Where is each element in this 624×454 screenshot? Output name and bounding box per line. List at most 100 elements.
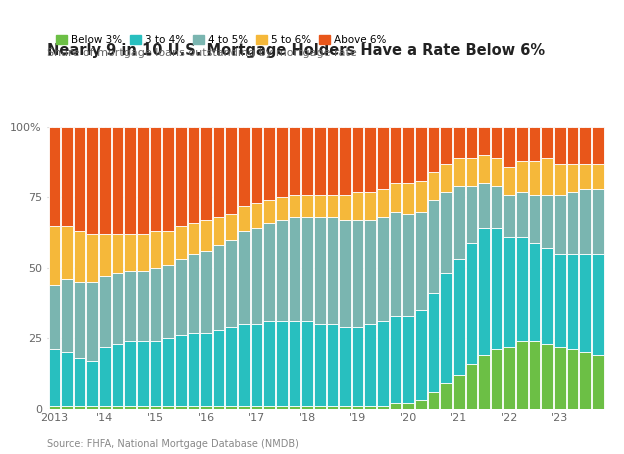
Bar [339,327,351,406]
Bar [529,161,540,195]
Bar [49,350,60,406]
Bar [339,220,351,327]
Bar [188,223,199,254]
Bar [301,321,313,406]
Bar [326,195,338,217]
Bar [415,400,427,409]
Bar [441,164,452,192]
Bar [99,347,110,406]
Bar [554,164,565,195]
Bar [99,234,110,276]
Bar [339,406,351,409]
Bar [150,406,161,409]
Bar [491,158,502,186]
Bar [390,183,401,212]
Bar [225,327,237,406]
Bar [175,127,187,226]
Bar [567,127,578,164]
Bar [61,352,73,406]
Bar [504,195,515,237]
Bar [188,333,199,406]
Bar [276,127,288,197]
Bar [504,237,515,347]
Bar [504,167,515,195]
Bar [542,127,553,158]
Bar [238,324,250,406]
Bar [491,186,502,228]
Bar [87,406,98,409]
Bar [326,406,338,409]
Bar [150,231,161,268]
Bar [162,231,174,265]
Bar [542,248,553,344]
Bar [188,406,199,409]
Bar [567,164,578,192]
Bar [289,127,300,195]
Bar [554,195,565,254]
Legend: Below 3%, 3 to 4%, 4 to 5%, 5 to 6%, Above 6%: Below 3%, 3 to 4%, 4 to 5%, 5 to 6%, Abo… [52,31,391,49]
Bar [200,220,212,251]
Bar [529,341,540,409]
Bar [200,333,212,406]
Bar [453,259,464,375]
Bar [314,217,326,324]
Bar [592,189,603,254]
Bar [579,164,591,189]
Bar [415,127,427,181]
Bar [441,127,452,164]
Bar [175,259,187,336]
Bar [390,403,401,409]
Bar [162,406,174,409]
Bar [529,242,540,341]
Bar [213,406,225,409]
Bar [87,234,98,282]
Bar [213,217,225,245]
Bar [238,127,250,206]
Bar [402,214,414,316]
Bar [61,127,73,226]
Text: Share of mortgage loans outstanding by mortgage rate: Share of mortgage loans outstanding by m… [47,48,356,58]
Bar [49,226,60,285]
Bar [478,228,490,355]
Bar [352,192,363,220]
Bar [87,282,98,361]
Bar [301,195,313,217]
Bar [112,273,124,344]
Bar [339,195,351,220]
Bar [352,127,363,192]
Bar [364,192,376,220]
Bar [466,186,477,242]
Bar [453,127,464,158]
Bar [225,240,237,327]
Bar [124,406,136,409]
Bar [377,189,389,217]
Bar [251,203,262,228]
Bar [74,231,85,282]
Bar [150,341,161,406]
Bar [251,324,262,406]
Bar [74,358,85,406]
Bar [162,127,174,231]
Bar [238,231,250,324]
Bar [478,355,490,409]
Bar [567,254,578,350]
Bar [263,200,275,223]
Bar [74,127,85,231]
Bar [592,164,603,189]
Bar [314,127,326,195]
Bar [326,324,338,406]
Bar [466,158,477,186]
Bar [415,181,427,212]
Bar [516,341,528,409]
Bar [453,186,464,259]
Bar [364,220,376,324]
Bar [200,406,212,409]
Bar [377,321,389,406]
Bar [352,406,363,409]
Bar [427,172,439,200]
Bar [377,406,389,409]
Bar [200,127,212,220]
Bar [579,254,591,352]
Text: Source: FHFA, National Mortgage Database (NMDB): Source: FHFA, National Mortgage Database… [47,439,299,449]
Text: Nearly 9 in 10 U.S. Mortgage Holders Have a Rate Below 6%: Nearly 9 in 10 U.S. Mortgage Holders Hav… [47,43,545,58]
